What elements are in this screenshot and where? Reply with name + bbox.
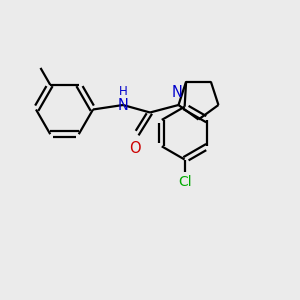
Text: O: O [129,141,141,156]
Text: H: H [119,85,128,98]
Text: N: N [118,98,128,112]
Text: N: N [172,85,182,100]
Text: Cl: Cl [178,175,191,189]
